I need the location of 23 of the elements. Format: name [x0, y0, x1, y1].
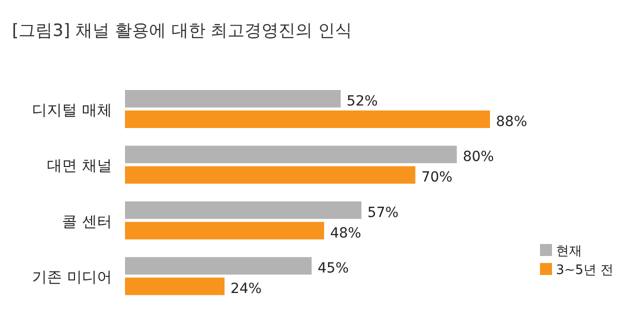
bar — [125, 257, 312, 275]
bar — [125, 90, 341, 108]
legend-label: 현재 — [556, 244, 582, 259]
data-label: 48% — [330, 225, 362, 242]
y-tick-label: 대면 채널 — [47, 156, 112, 175]
chart-title: [그림3] 채널 활용에 대한 최고경영진의 인식 — [12, 21, 352, 41]
data-label: 57% — [367, 204, 399, 221]
data-label: 45% — [318, 260, 349, 277]
bar — [125, 222, 324, 240]
bar — [125, 110, 490, 128]
bar — [125, 146, 457, 164]
bar — [125, 166, 416, 184]
data-label: 88% — [496, 114, 528, 130]
data-label: 80% — [462, 149, 494, 166]
y-tick-label: 기존 미디어 — [32, 268, 112, 286]
data-label: 70% — [421, 170, 452, 186]
y-tick-label: 콜 센터 — [62, 212, 112, 230]
bar — [125, 201, 362, 219]
y-tick-label: 디지털 매체 — [32, 101, 112, 119]
data-label: 52% — [346, 94, 378, 110]
data-label: 24% — [230, 281, 262, 298]
bar — [125, 278, 225, 296]
legend-label: 3~5년 전 — [556, 263, 614, 278]
